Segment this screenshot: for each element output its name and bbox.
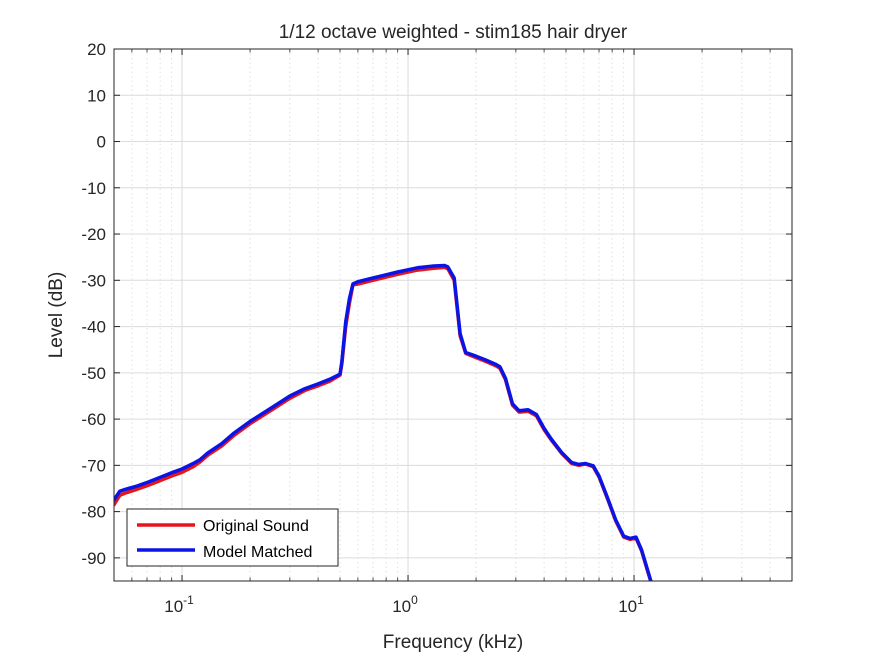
plot-area — [114, 49, 792, 581]
legend-label-original-sound: Original Sound — [203, 518, 309, 535]
y-tick-label: -40 — [81, 318, 106, 337]
y-tick-label: 10 — [87, 86, 106, 105]
y-axis-title: Level (dB) — [46, 272, 67, 359]
legend-box — [126, 508, 339, 567]
y-tick-label: -80 — [81, 503, 106, 522]
legend[interactable]: Original Sound Model Matched — [126, 508, 339, 567]
y-tick-label: -20 — [81, 225, 106, 244]
y-tick-label: -30 — [81, 271, 106, 290]
x-axis-title: Frequency (kHz) — [383, 632, 523, 653]
y-tick-label: -90 — [81, 549, 106, 568]
axes-box — [113, 48, 793, 582]
y-tick-label: 0 — [97, 133, 106, 152]
x-tick-label: 100 — [392, 593, 418, 616]
chart-title: 1/12 octave weighted - stim185 hair drye… — [279, 22, 628, 43]
y-tick-label: 20 — [87, 40, 106, 59]
x-tick-label: 101 — [618, 593, 644, 616]
y-tick-label: -10 — [81, 179, 106, 198]
y-tick-label: -50 — [81, 364, 106, 383]
series-line-model-matched — [114, 263, 653, 581]
x-tick-label: 10-1 — [164, 593, 194, 616]
legend-label-model-matched: Model Matched — [203, 544, 312, 561]
y-tick-label: -70 — [81, 456, 106, 475]
series-group — [114, 263, 653, 581]
y-tick-label: -60 — [81, 410, 106, 429]
